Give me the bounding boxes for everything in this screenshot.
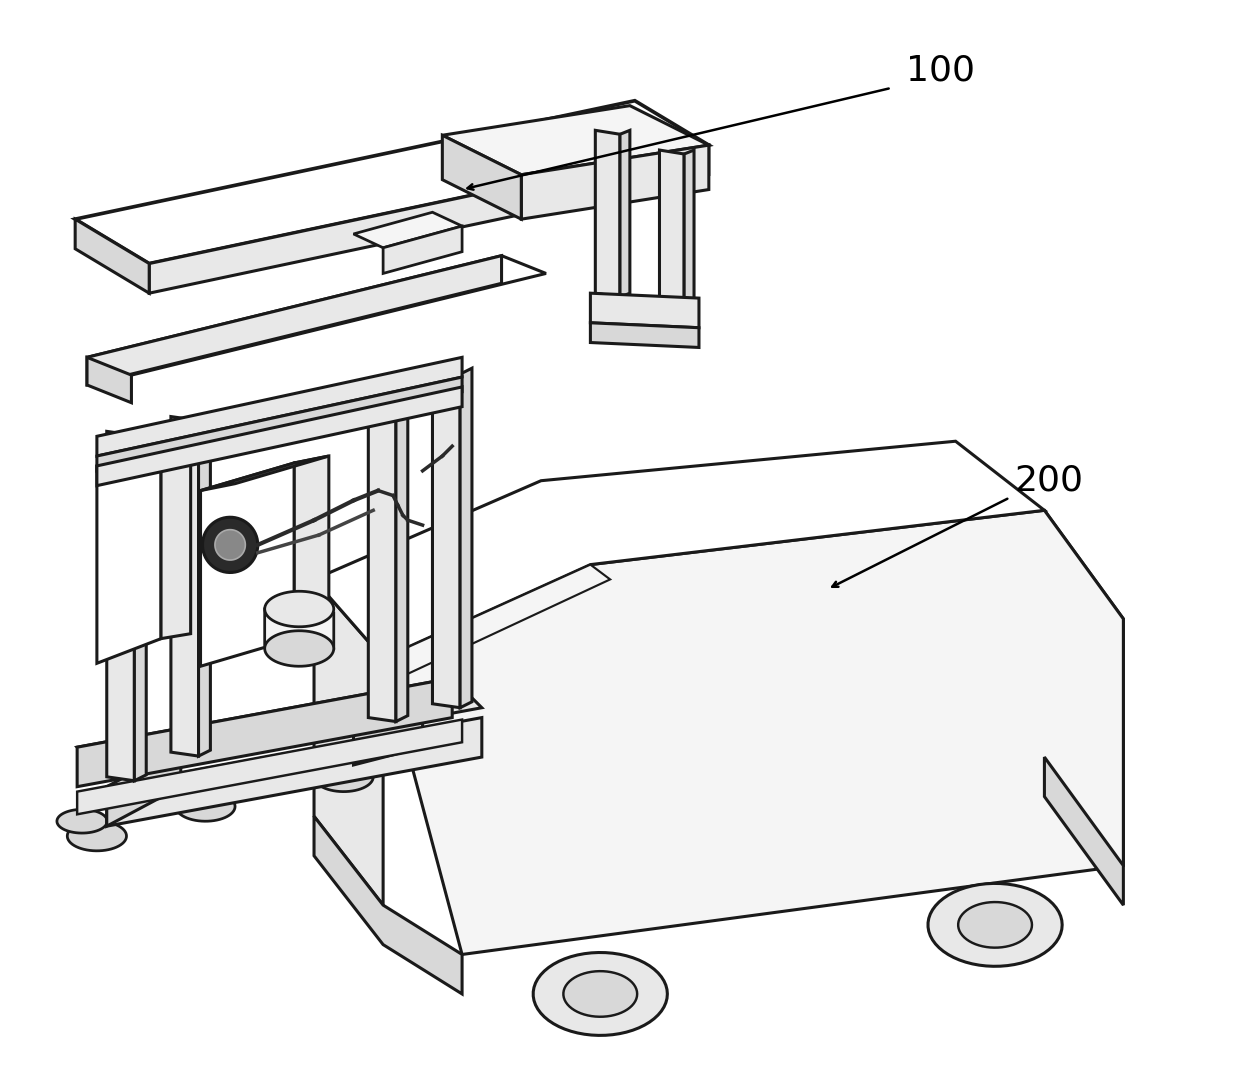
Polygon shape xyxy=(97,387,463,485)
Polygon shape xyxy=(97,357,463,456)
Polygon shape xyxy=(87,255,501,385)
Polygon shape xyxy=(176,792,236,821)
Polygon shape xyxy=(97,377,463,470)
Polygon shape xyxy=(264,591,334,626)
Polygon shape xyxy=(77,678,453,787)
Polygon shape xyxy=(171,417,198,756)
Polygon shape xyxy=(383,510,1123,955)
Polygon shape xyxy=(314,579,383,905)
Polygon shape xyxy=(107,747,181,826)
Polygon shape xyxy=(460,368,472,708)
Polygon shape xyxy=(215,529,246,560)
Polygon shape xyxy=(76,219,149,293)
Polygon shape xyxy=(97,441,161,663)
Polygon shape xyxy=(87,255,546,375)
Polygon shape xyxy=(57,809,107,833)
Polygon shape xyxy=(161,436,191,638)
Polygon shape xyxy=(590,293,699,328)
Polygon shape xyxy=(443,106,709,174)
Text: 100: 100 xyxy=(906,53,975,88)
Polygon shape xyxy=(314,441,1044,659)
Polygon shape xyxy=(684,150,694,303)
Polygon shape xyxy=(87,357,131,403)
Text: 200: 200 xyxy=(1014,464,1084,497)
Polygon shape xyxy=(76,100,709,264)
Polygon shape xyxy=(563,971,637,1017)
Polygon shape xyxy=(396,381,408,722)
Polygon shape xyxy=(383,226,463,274)
Polygon shape xyxy=(314,817,463,994)
Polygon shape xyxy=(620,130,630,297)
Polygon shape xyxy=(149,145,709,293)
Polygon shape xyxy=(590,323,699,347)
Polygon shape xyxy=(533,952,667,1036)
Polygon shape xyxy=(107,717,482,826)
Polygon shape xyxy=(353,213,463,248)
Polygon shape xyxy=(107,432,134,780)
Polygon shape xyxy=(595,130,620,297)
Polygon shape xyxy=(77,678,482,777)
Polygon shape xyxy=(928,883,1063,966)
Polygon shape xyxy=(959,902,1032,947)
Polygon shape xyxy=(198,415,211,756)
Polygon shape xyxy=(443,136,521,219)
Polygon shape xyxy=(201,463,294,666)
Polygon shape xyxy=(368,382,396,722)
Polygon shape xyxy=(353,708,423,765)
Polygon shape xyxy=(1044,757,1123,905)
Polygon shape xyxy=(201,456,329,491)
Polygon shape xyxy=(1044,510,1123,866)
Polygon shape xyxy=(314,762,373,792)
Polygon shape xyxy=(202,517,258,573)
Polygon shape xyxy=(294,456,329,638)
Polygon shape xyxy=(521,145,709,219)
Polygon shape xyxy=(264,631,334,666)
Polygon shape xyxy=(97,436,191,466)
Polygon shape xyxy=(383,564,610,676)
Polygon shape xyxy=(134,430,146,780)
Polygon shape xyxy=(264,609,334,649)
Polygon shape xyxy=(660,150,684,303)
Polygon shape xyxy=(433,370,460,708)
Polygon shape xyxy=(67,821,126,851)
Polygon shape xyxy=(77,719,463,815)
